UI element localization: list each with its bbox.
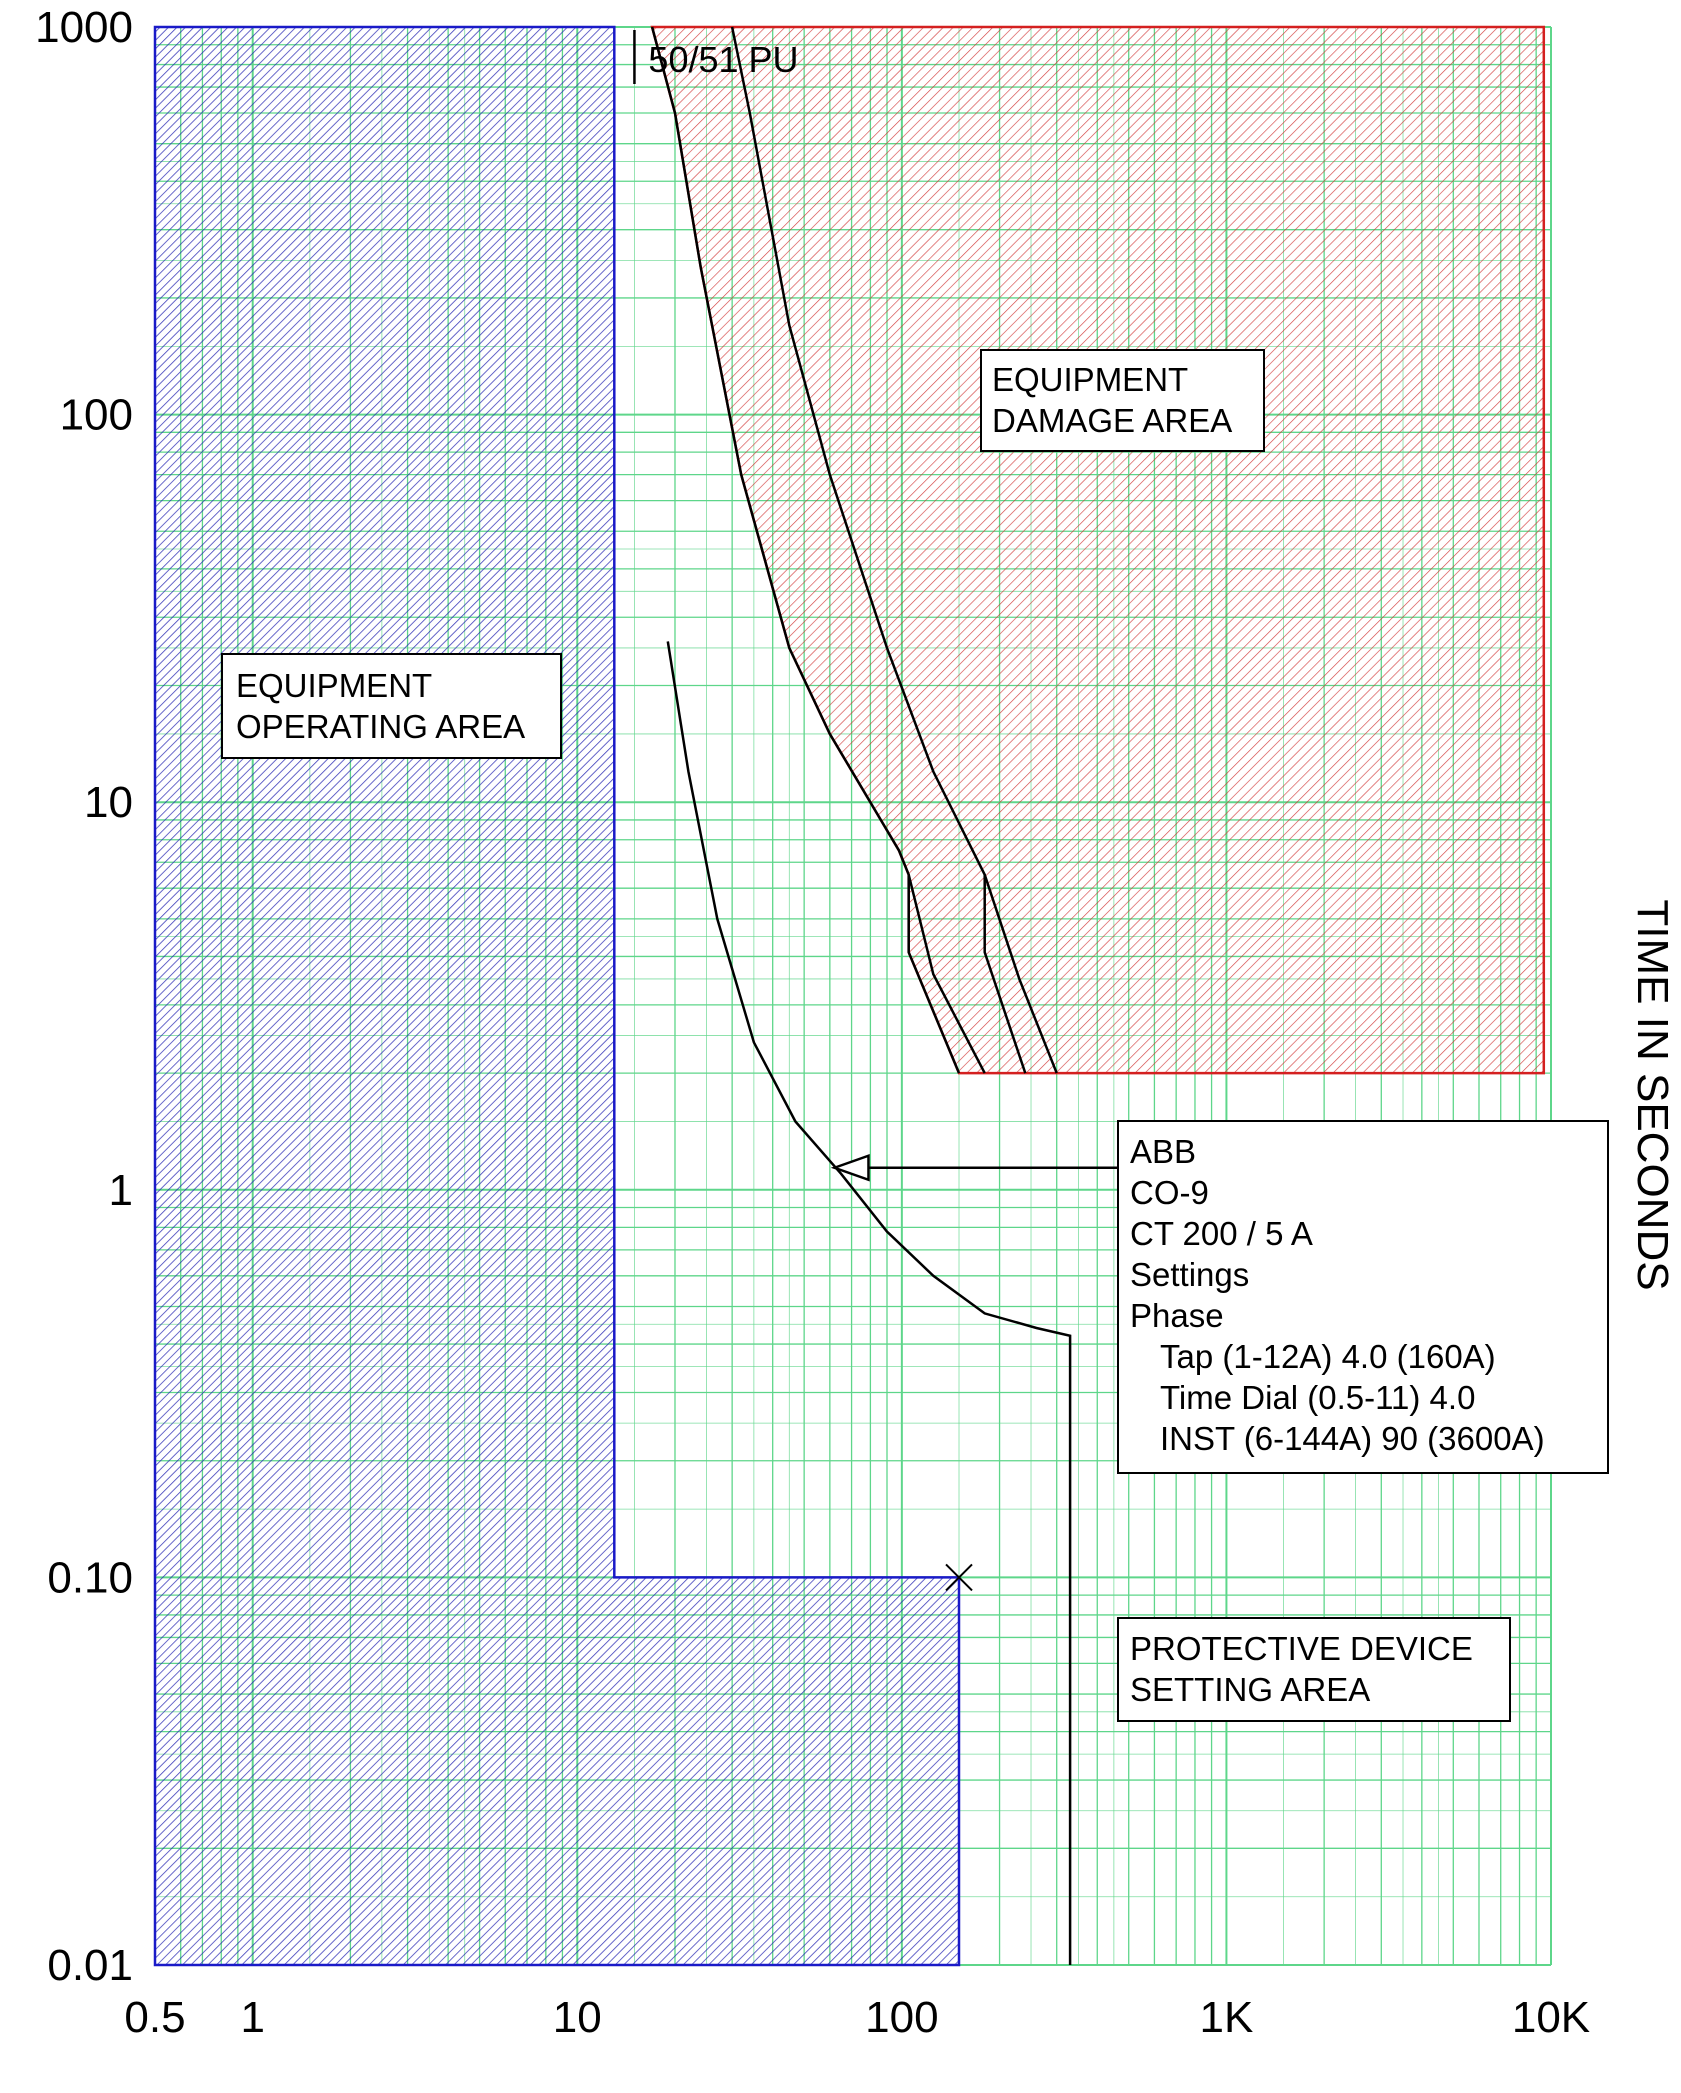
operating-area-label: EQUIPMENT OPERATING AREA xyxy=(221,653,562,759)
device-label-line-2: CO-9 xyxy=(1130,1174,1209,1211)
pickup-marker: 50/51 PU xyxy=(633,30,799,84)
damage-curves xyxy=(650,26,1058,1074)
y-tick-label: 1 xyxy=(109,1166,133,1215)
relay-curve-group xyxy=(666,641,1072,1965)
y-tick-label: 0.10 xyxy=(47,1553,133,1602)
y-axis-label: TIME IN SECONDS xyxy=(1628,899,1677,1290)
x-marker-stroke-2 xyxy=(945,1563,973,1592)
x-tick-label: 1K xyxy=(1200,1993,1254,2042)
y-tick-label: 0.01 xyxy=(47,1941,133,1990)
y-tick-label: 1000 xyxy=(35,3,133,52)
x-tick-label: 0.5 xyxy=(124,1993,185,2042)
damage-area-label-line-2: DAMAGE AREA xyxy=(992,402,1232,439)
operating-area-label-line-1: EQUIPMENT xyxy=(236,667,432,704)
device-label-line-8: INST (6-144A) 90 (3600A) xyxy=(1160,1420,1545,1457)
setting-area-label-line-2: SETTING AREA xyxy=(1130,1671,1370,1708)
protective-device-setting-area-label: PROTECTIVE DEVICE SETTING AREA xyxy=(1117,1617,1511,1722)
y-tick-label: 10 xyxy=(84,778,133,827)
damage-curve-3 xyxy=(907,874,986,1074)
relay-curve xyxy=(666,641,1072,1965)
device-label-line-3: CT 200 / 5 A xyxy=(1130,1215,1313,1252)
y-tick-label: 100 xyxy=(60,391,133,440)
setting-area-label-line-1: PROTECTIVE DEVICE xyxy=(1130,1630,1473,1667)
operating-area-fill xyxy=(155,27,959,1965)
damage-curve-2 xyxy=(730,26,1027,1074)
operating-area-label-line-2: OPERATING AREA xyxy=(236,708,525,745)
device-label-line-7: Time Dial (0.5-11) 4.0 xyxy=(1160,1379,1475,1416)
x-marker xyxy=(945,1563,973,1592)
operating-area-outline xyxy=(153,25,961,1967)
device-label-line-5: Phase xyxy=(1130,1297,1224,1334)
y-axis-ticks: 1000 100 10 1 0.10 0.01 xyxy=(35,3,133,1990)
damage-curve-4 xyxy=(983,874,1058,1074)
x-tick-label: 100 xyxy=(865,1993,938,2042)
x-tick-label: 10K xyxy=(1512,1993,1590,2042)
pickup-marker-label: 50/51 PU xyxy=(648,39,798,80)
damage-area-label: EQUIPMENT DAMAGE AREA xyxy=(980,349,1265,452)
x-tick-label: 10 xyxy=(553,1993,602,2042)
device-label-arrow xyxy=(830,1153,1118,1182)
x-tick-label: 1 xyxy=(240,1993,264,2042)
equipment-damage-area xyxy=(650,25,1546,1075)
x-axis-ticks: 0.5 1 10 100 1K 10K xyxy=(124,1993,1590,2042)
equipment-operating-area xyxy=(153,25,961,1967)
damage-area-label-line-1: EQUIPMENT xyxy=(992,361,1188,398)
damage-area-fill xyxy=(652,27,1544,1074)
device-label-line-1: ABB xyxy=(1130,1133,1196,1170)
damage-curve-1 xyxy=(650,26,961,1074)
device-label-line-6: Tap (1-12A) 4.0 (160A) xyxy=(1160,1338,1496,1375)
device-label-line-4: Settings xyxy=(1130,1256,1249,1293)
device-settings-label: ABB CO-9 CT 200 / 5 A Settings Phase Tap… xyxy=(1117,1120,1609,1474)
device-arrow-head xyxy=(830,1153,870,1182)
